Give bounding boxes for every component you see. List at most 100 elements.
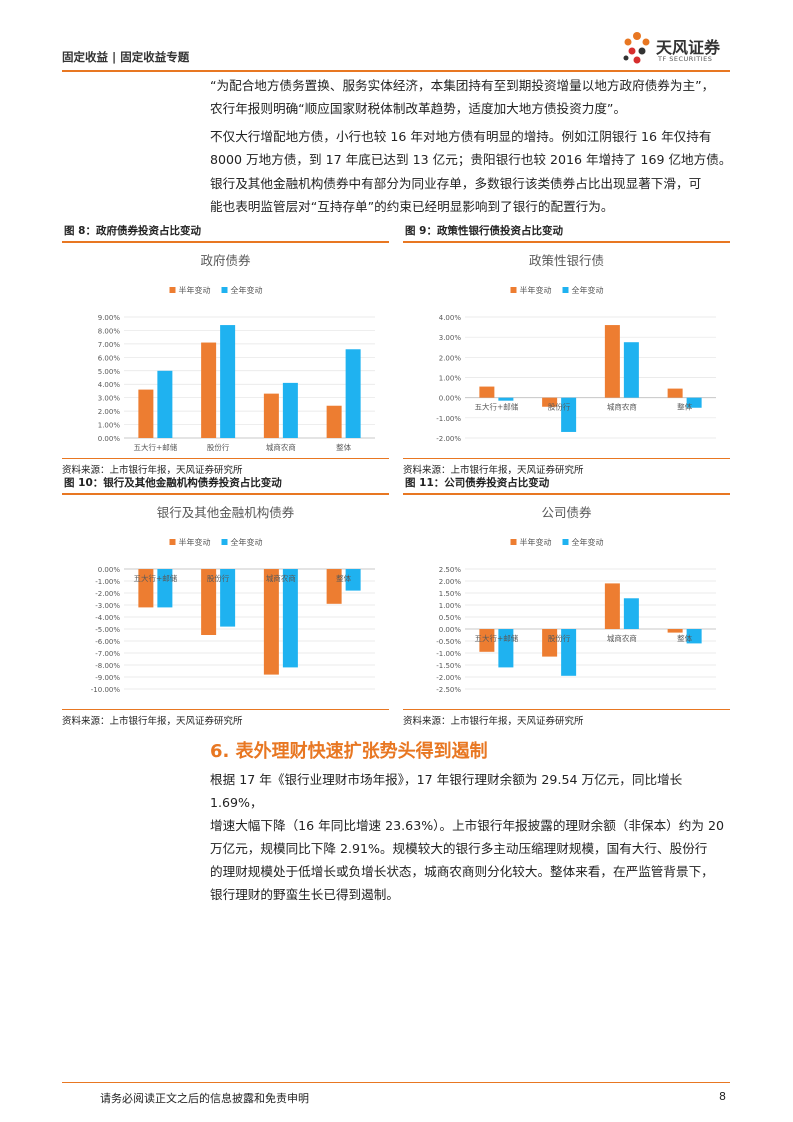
y-tick-label: -1.00% xyxy=(436,415,461,423)
bar xyxy=(561,629,577,676)
figure-top-rule xyxy=(403,241,730,243)
legend-label: 半年变动 xyxy=(179,537,211,547)
bar xyxy=(220,325,236,438)
y-tick-label: -7.00% xyxy=(95,650,120,658)
legend-swatch xyxy=(169,287,176,293)
paragraph-line: 不仅大行增配地方债，小行也较 16 年对地方债有明显的增持。例如江阴银行 16 … xyxy=(210,129,712,144)
y-tick-label: -2.00% xyxy=(436,435,461,443)
x-tick-label: 股份行 xyxy=(548,633,571,643)
chart-title: 政府债券 xyxy=(200,253,251,268)
y-tick-label: 4.00% xyxy=(439,314,462,322)
x-tick-label: 股份行 xyxy=(207,573,230,583)
bar xyxy=(201,342,217,438)
header-title: 固定收益 | 固定收益专题 xyxy=(62,50,190,64)
header-divider xyxy=(62,70,730,72)
body-paragraph-3: 银行及其他金融机构债券中有部分为同业存单，多数银行该类债券占比出现显著下滑，可 … xyxy=(210,172,732,218)
y-tick-label: -10.00% xyxy=(91,686,121,694)
y-tick-label: 0.00% xyxy=(439,626,462,634)
x-tick-label: 五大行+邮储 xyxy=(474,402,518,412)
paragraph-line: 农行年报则明确“顺应国家财税体制改革趋势，适度加大地方债投资力度”。 xyxy=(210,101,627,116)
x-tick-label: 整体 xyxy=(336,573,351,583)
y-tick-label: 0.00% xyxy=(98,566,121,574)
y-tick-label: -1.00% xyxy=(95,578,120,586)
y-tick-label: 4.00% xyxy=(98,381,121,389)
brand-logo: 天风证券 TF SECURITIES xyxy=(620,30,732,68)
figure-title: 图 8：政府债券投资占比变动 xyxy=(64,225,201,237)
y-tick-label: -2.00% xyxy=(436,674,461,682)
figure-title: 图 11：公司债券投资占比变动 xyxy=(405,477,550,489)
bar xyxy=(201,569,217,635)
bar xyxy=(157,569,173,608)
bar xyxy=(498,397,514,401)
x-tick-label: 城商农商 xyxy=(607,633,637,643)
figure-9: 图 9：政策性银行债投资占比变动 政策性银行债 半年变动 全年变动 -2.00% -1.… xyxy=(403,220,730,476)
bar xyxy=(542,629,558,657)
body-paragraph-2: 不仅大行增配地方债，小行也较 16 年对地方债有明显的增持。例如江阴银行 16 … xyxy=(210,125,732,171)
chart-title: 政策性银行债 xyxy=(529,253,604,268)
legend-swatch xyxy=(510,287,517,293)
y-tick-label: 2.00% xyxy=(439,354,462,362)
figure-title: 图 9：政策性银行债投资占比变动 xyxy=(405,225,563,237)
legend-swatch xyxy=(510,539,517,545)
bar xyxy=(282,569,298,668)
y-tick-label: 8.00% xyxy=(98,327,121,335)
bar xyxy=(686,397,702,408)
figure-source: 资料来源：上市银行年报，天风证券研究所 xyxy=(62,465,243,476)
y-tick-label: 0.00% xyxy=(98,435,121,443)
y-tick-label: 1.00% xyxy=(439,602,462,610)
y-tick-label: 6.00% xyxy=(98,354,121,362)
bar xyxy=(326,405,342,438)
figure-top-rule xyxy=(403,493,730,495)
paragraph-line: 增速大幅下降（16 年同比增速 23.63%）。上市银行年报披露的理财余额（非保… xyxy=(210,818,724,833)
figure-11: 图 11：公司债券投资占比变动 公司债券 半年变动 全年变动 -2.50% -2.00%… xyxy=(403,472,730,727)
x-tick-label: 整体 xyxy=(336,442,351,452)
chart-title: 银行及其他金融机构债券 xyxy=(157,505,295,520)
figure-bottom-rule xyxy=(62,709,389,710)
bar xyxy=(263,393,279,438)
paragraph-line: 银行理财的野蛮生长已得到遏制。 xyxy=(210,887,399,902)
bar xyxy=(667,388,683,398)
legend-label: 全年变动 xyxy=(572,285,604,295)
bar xyxy=(604,583,620,629)
y-tick-label: 7.00% xyxy=(98,341,121,349)
bar xyxy=(686,629,702,644)
bar xyxy=(479,629,495,652)
logo-name-cn: 天风证券 xyxy=(656,38,721,57)
figure-bottom-rule xyxy=(403,709,730,710)
paragraph-line: 8000 万地方债，到 17 年底已达到 13 亿元；贵阳银行也较 2016 年… xyxy=(210,152,732,167)
bar xyxy=(623,342,639,398)
bar xyxy=(667,629,683,633)
logo-name-en: TF SECURITIES xyxy=(658,55,713,63)
bar xyxy=(220,569,236,627)
bar xyxy=(604,325,620,398)
bar xyxy=(138,569,154,608)
figure-top-rule xyxy=(62,493,389,495)
y-tick-label: -3.00% xyxy=(95,602,120,610)
y-tick-label: -1.50% xyxy=(436,662,461,670)
x-tick-label: 股份行 xyxy=(548,402,571,412)
paragraph-line: 根据 17 年《银行业理财市场年报》，17 年银行理财余额为 29.54 万亿元… xyxy=(210,772,683,810)
page-number: 8 xyxy=(719,1090,726,1103)
figure-source: 资料来源：上市银行年报，天风证券研究所 xyxy=(62,716,243,727)
figure-title: 图 10：银行及其他金融机构债券投资占比变动 xyxy=(64,477,282,489)
y-tick-label: -1.00% xyxy=(436,650,461,658)
y-tick-label: 5.00% xyxy=(98,368,121,376)
bar xyxy=(157,370,173,438)
section-heading: 6. 表外理财快速扩张势头得到遏制 xyxy=(210,741,488,762)
paragraph-line: 银行及其他金融机构债券中有部分为同业存单，多数银行该类债券占比出现显著下滑，可 xyxy=(210,176,702,191)
legend-label: 全年变动 xyxy=(572,537,604,547)
figure-top-rule xyxy=(62,241,389,243)
y-tick-label: 2.00% xyxy=(439,578,462,586)
bar xyxy=(498,629,514,668)
legend-swatch xyxy=(562,539,569,545)
bar xyxy=(623,598,639,629)
y-tick-label: -2.00% xyxy=(95,590,120,598)
y-tick-label: 1.50% xyxy=(439,590,462,598)
section-paragraph: 根据 17 年《银行业理财市场年报》，17 年银行理财余额为 29.54 万亿元… xyxy=(210,768,732,906)
footer-divider xyxy=(62,1082,730,1083)
legend-label: 全年变动 xyxy=(231,537,263,547)
y-tick-label: -2.50% xyxy=(436,686,461,694)
y-tick-label: -5.00% xyxy=(95,626,120,634)
